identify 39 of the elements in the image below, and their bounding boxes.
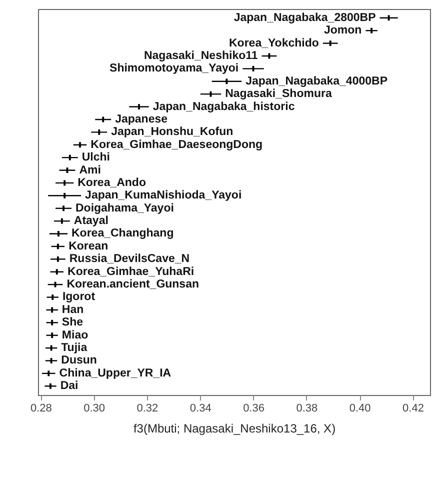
y-tick-label: Atayal	[74, 215, 108, 228]
y-tick-label: Tujia	[61, 342, 88, 354]
y-tick-label: Korea_Gimhae_DaeseongDong	[90, 138, 263, 151]
y-tick-label: Russia_DevilsCave_N	[69, 253, 190, 266]
x-tick-label: 0.40	[349, 402, 371, 414]
x-tick-label: 0.34	[190, 402, 212, 414]
y-tick-label: She	[62, 316, 84, 329]
y-tick-label: Japan_Nagabaka_historic	[152, 100, 296, 113]
y-tick-label: Nagasaki_Neshiko11	[144, 50, 258, 62]
y-tick-label: Korea_Changhang	[72, 228, 174, 240]
y-tick-label: Ulchi	[82, 152, 110, 164]
y-tick-label: Japanese	[115, 113, 168, 126]
x-tick-label: 0.42	[402, 402, 424, 414]
y-tick-label: Korea_Gimhae_YuhaRi	[68, 266, 194, 278]
y-tick-label: Japan_Honshu_Kofun	[111, 126, 234, 138]
y-tick-label: Nagasaki_Shomura	[225, 88, 332, 100]
y-tick-label: Dusun	[61, 354, 97, 367]
y-tick-label: Dai	[60, 380, 78, 392]
y-tick-label: Shimomotoyama_Yayoi	[110, 62, 239, 75]
y-tick-label: Japan_Nagabaka_4000BP	[246, 75, 388, 88]
y-tick-label: Korea_Yokchido	[228, 37, 319, 50]
y-tick-label: Miao	[62, 329, 88, 342]
y-tick-label: Korean.ancient_Gunsan	[66, 278, 200, 291]
x-axis-title: f3(Mbuti; Nagasaki_Neshiko13_16, X)	[133, 422, 336, 436]
y-tick-label: Doigahama_Yayoi	[75, 202, 174, 214]
y-tick-label: Japan_KumaNishioda_Yayoi	[85, 190, 242, 202]
x-tick-label: 0.28	[30, 402, 52, 414]
x-tick-label: 0.32	[136, 402, 158, 414]
y-tick-label: Japan_Nagabaka_2800BP	[234, 12, 376, 24]
y-tick-label: Korean	[68, 240, 108, 252]
y-tick-label: Ami	[79, 164, 101, 176]
x-tick-label: 0.30	[84, 402, 106, 414]
x-tick-label: 0.36	[243, 402, 264, 414]
y-tick-label: Korea_Ando	[78, 176, 146, 189]
x-tick-label: 0.38	[296, 402, 318, 414]
y-tick-label: Han	[62, 304, 84, 316]
y-tick-label: China_Upper_YR_IA	[59, 367, 172, 380]
y-tick-label: Igorot	[62, 291, 96, 304]
y-tick-label: Jomon	[324, 24, 362, 37]
